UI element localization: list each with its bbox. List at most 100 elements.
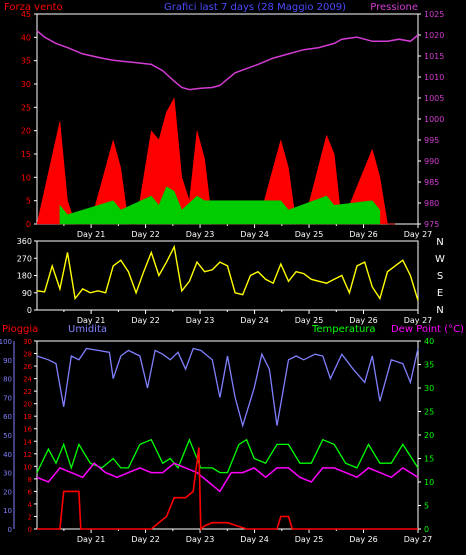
compass-label: N	[436, 305, 443, 316]
humidity-axis-label: Umidita	[68, 324, 107, 335]
direction-panel-day-label: Day 24	[240, 316, 269, 325]
rain-tick-label: 22	[23, 388, 32, 396]
rain-tick-label: 8	[28, 476, 32, 484]
rain-tick-label: 26	[23, 363, 32, 371]
pressure-tick-label: 1020	[424, 31, 444, 40]
wind-panel-day-label: Day 23	[186, 230, 215, 239]
humidity-line	[36, 347, 419, 428]
wind-tick-label: 20	[21, 127, 31, 136]
direction-panel-day-label: Day 22	[131, 316, 160, 325]
direction-tick-label: 360	[17, 237, 32, 246]
rain-tick-label: 2	[28, 513, 32, 521]
wind-average-area	[59, 186, 381, 225]
pressure-tick-label: 1025	[424, 10, 444, 19]
climate-panel-day-label: Day 24	[240, 535, 269, 544]
direction-tick-label: 270	[17, 254, 32, 263]
wind-tick-label: 15	[21, 150, 31, 159]
temperature-tick-label: 40	[424, 337, 434, 346]
climate-panel-day-label: Day 21	[77, 535, 106, 544]
rain-tick-label: 0	[28, 526, 32, 534]
pressure-tick-label: 1000	[424, 115, 444, 124]
wind-tick-label: 0	[26, 220, 31, 229]
wind-panel-day-label: Day 25	[295, 230, 324, 239]
pressure-axis-label: Pressione	[370, 2, 418, 13]
humidity-tick-label: 20	[3, 488, 12, 496]
direction-panel-day-label: Day 25	[295, 316, 324, 325]
rain-tick-label: 24	[23, 376, 32, 384]
chart-marks	[36, 30, 419, 531]
rain-tick-label: 14	[23, 438, 32, 446]
wind-tick-label: 40	[21, 33, 31, 42]
pressure-line	[36, 30, 419, 91]
humidity-tick-label: 10	[3, 507, 12, 515]
dewpoint-axis-label: Dew Point (°C)	[391, 324, 464, 335]
rain-line	[37, 447, 418, 531]
temperature-tick-label: 10	[424, 478, 434, 487]
rain-tick-label: 10	[23, 463, 32, 471]
wind-panel-day-label: Day 26	[349, 230, 378, 239]
humidity-tick-label: 40	[3, 451, 12, 459]
temperature-tick-label: 0	[424, 525, 429, 534]
wind-tick-label: 5	[26, 197, 31, 206]
wind-panel-day-label: Day 24	[240, 230, 269, 239]
chart-text: Forza vento Grafici last 7 days (28 Magg…	[0, 2, 464, 544]
temperature-line	[36, 437, 419, 474]
wind-tick-label: 30	[21, 80, 31, 89]
pressure-tick-label: 1015	[424, 52, 444, 61]
rain-tick-label: 4	[28, 501, 33, 509]
humidity-tick-label: 50	[3, 432, 12, 440]
rain-tick-label: 12	[23, 451, 32, 459]
dewpoint-line	[36, 462, 419, 493]
pressure-tick-label: 990	[424, 157, 439, 166]
climate-panel-frame	[36, 340, 419, 530]
wind-tick-label: 10	[21, 173, 31, 182]
wind-panel-day-label: Day 27	[404, 230, 433, 239]
wind-tick-label: 45	[21, 10, 31, 19]
rain-tick-label: 6	[28, 488, 33, 496]
temperature-tick-label: 25	[424, 408, 434, 417]
wind-panel-day-label: Day 21	[77, 230, 106, 239]
climate-panel-day-label: Day 23	[186, 535, 215, 544]
direction-panel-day-label: Day 23	[186, 316, 215, 325]
humidity-tick-label: 30	[3, 470, 12, 478]
temperature-tick-label: 5	[424, 502, 429, 511]
wind-tick-label: 25	[21, 103, 31, 112]
compass-label: E	[437, 288, 443, 299]
pressure-tick-label: 975	[424, 220, 439, 229]
rain-tick-label: 30	[23, 338, 32, 346]
climate-panel-day-label: Day 25	[295, 535, 324, 544]
rain-tick-label: 16	[23, 426, 32, 434]
compass-label: N	[436, 237, 443, 248]
rain-tick-label: 18	[23, 413, 32, 421]
compass-label: W	[435, 254, 445, 265]
direction-panel-day-label: Day 21	[77, 316, 106, 325]
climate-panel-day-label: Day 27	[404, 535, 433, 544]
pressure-tick-label: 995	[424, 136, 439, 145]
direction-tick-label: 90	[22, 289, 32, 298]
humidity-tick-label: 70	[3, 394, 12, 402]
pressure-tick-label: 985	[424, 178, 439, 187]
direction-tick-label: 0	[27, 306, 32, 315]
humidity-tick-label: 60	[3, 413, 12, 421]
compass-label: S	[437, 271, 443, 282]
climate-panel-day-label: Day 26	[349, 535, 378, 544]
rain-tick-label: 20	[23, 401, 32, 409]
rain-tick-label: 28	[23, 351, 32, 359]
direction-panel-day-label: Day 27	[404, 316, 433, 325]
chart-title: Grafici last 7 days (28 Maggio 2009)	[164, 2, 346, 13]
humidity-tick-label: 90	[3, 357, 12, 365]
pressure-tick-label: 1010	[424, 73, 444, 82]
wind-tick-label: 35	[21, 57, 31, 66]
direction-panel-day-label: Day 26	[349, 316, 378, 325]
pressure-tick-label: 980	[424, 199, 439, 208]
direction-panel-frame	[36, 240, 419, 311]
humidity-tick-label: 100	[0, 338, 12, 346]
temperature-tick-label: 20	[424, 431, 434, 440]
temperature-tick-label: 30	[424, 384, 434, 393]
climate-panel-day-label: Day 22	[131, 535, 160, 544]
temperature-tick-label: 35	[424, 361, 434, 370]
direction-tick-label: 180	[17, 272, 32, 281]
wind-panel-day-label: Day 22	[131, 230, 160, 239]
temperature-axis-label: Temperatura	[311, 324, 376, 335]
